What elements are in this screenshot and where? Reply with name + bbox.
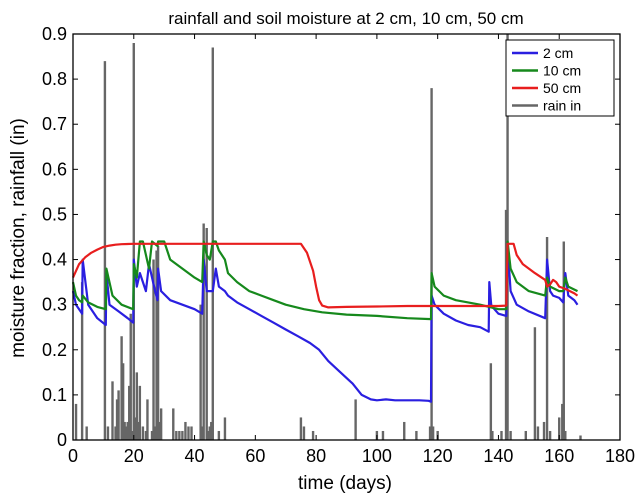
y-tick-label: 0.5 [42, 204, 67, 224]
x-tick-label: 40 [185, 446, 205, 466]
x-axis-ticks: 0 20 40 60 80 100 120 140 160 180 [68, 34, 635, 466]
legend-label: 10 cm [543, 63, 581, 79]
series-line-50-cm [71, 242, 579, 309]
x-tick-label: 60 [245, 446, 265, 466]
x-tick-label: 0 [68, 446, 78, 466]
y-tick-label: 0.8 [42, 69, 67, 89]
legend-label: 2 cm [543, 45, 573, 61]
y-axis-ticks: 0 0.1 0.2 0.3 0.4 0.5 0.6 0.7 0.8 0.9 [42, 24, 620, 450]
y-tick-label: 0.9 [42, 24, 67, 44]
y-tick-label: 0.3 [42, 295, 67, 315]
plot-frame [72, 33, 621, 441]
x-tick-label: 120 [423, 446, 453, 466]
x-axis-label: time (days) [298, 473, 392, 494]
series-lines-group [71, 240, 579, 403]
rain-bars-group [74, 34, 582, 440]
y-tick-label: 0.2 [42, 340, 67, 360]
x-tick-label: 80 [306, 446, 326, 466]
x-tick-label: 180 [605, 446, 635, 466]
series-line-10-cm [71, 240, 578, 321]
x-tick-label: 100 [362, 446, 392, 466]
y-tick-label: 0.7 [42, 114, 67, 134]
chart-title: rainfall and soil moisture at 2 cm, 10 c… [168, 9, 523, 28]
x-tick-label: 20 [124, 446, 144, 466]
x-tick-label: 160 [544, 446, 574, 466]
y-tick-label: 0 [57, 430, 67, 450]
y-tick-label: 0.1 [42, 385, 67, 405]
legend-label: 50 cm [543, 80, 581, 96]
legend-label: rain in [543, 98, 581, 114]
x-tick-label: 140 [483, 446, 513, 466]
y-tick-label: 0.6 [42, 159, 67, 179]
y-axis-label: moisture fraction, rainfall (in) [8, 118, 29, 358]
y-tick-label: 0.4 [42, 250, 67, 270]
